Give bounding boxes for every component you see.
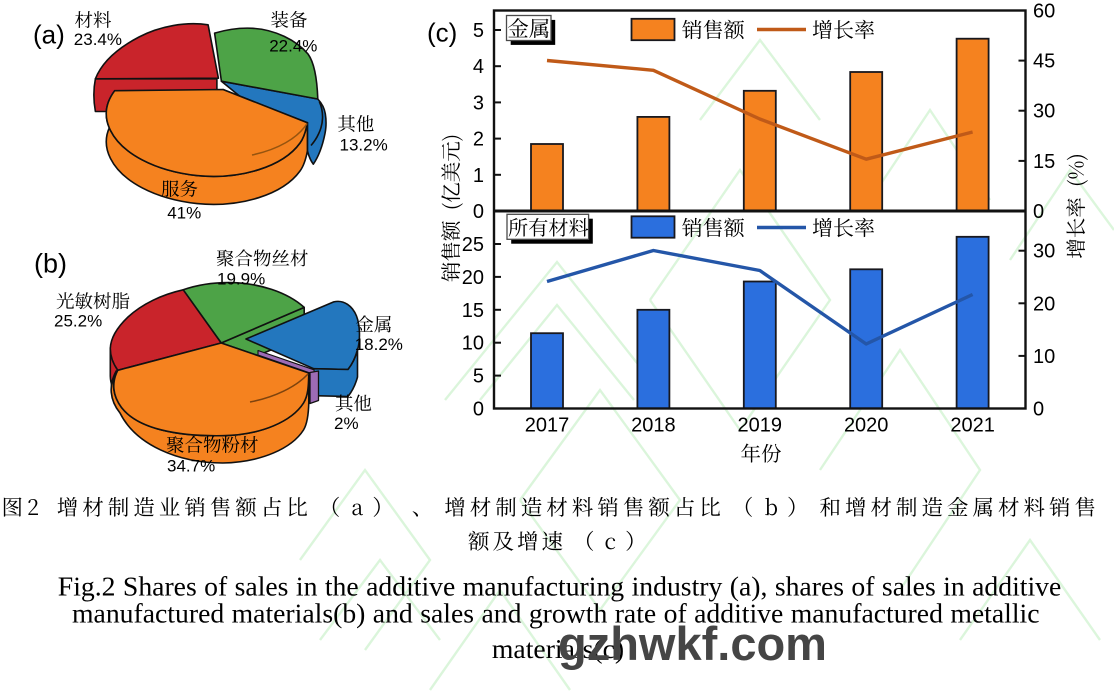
svg-text:19.9%: 19.9% <box>217 270 265 289</box>
svg-text:20: 20 <box>462 267 484 289</box>
svg-text:22.4%: 22.4% <box>269 37 317 56</box>
svg-text:60: 60 <box>1033 0 1055 22</box>
svg-text:2: 2 <box>473 129 484 151</box>
svg-text:0: 0 <box>473 399 484 421</box>
svg-text:41%: 41% <box>167 203 201 222</box>
svg-text:2018: 2018 <box>631 415 676 437</box>
svg-text:10: 10 <box>462 333 484 355</box>
svg-text:4: 4 <box>473 56 484 78</box>
svg-text:15: 15 <box>462 300 484 322</box>
svg-text:25.2%: 25.2% <box>54 312 102 331</box>
svg-text:2%: 2% <box>334 414 359 433</box>
svg-text:23.4%: 23.4% <box>74 30 122 49</box>
svg-text:30: 30 <box>1033 241 1055 263</box>
svg-text:manufactured materials(b) and: manufactured materials(b) and sales and … <box>72 598 1040 629</box>
svg-text:Fig.2 Shares of sales in the a: Fig.2 Shares of sales in the additive ma… <box>58 571 1062 602</box>
svg-text:2017: 2017 <box>525 415 570 437</box>
svg-text:0: 0 <box>1033 201 1044 223</box>
svg-text:13.2%: 13.2% <box>340 136 388 155</box>
svg-text:34.7%: 34.7% <box>167 457 215 476</box>
svg-text:3: 3 <box>473 92 484 114</box>
svg-text:gzhwkf.com: gzhwkf.com <box>558 617 827 670</box>
svg-text:18.2%: 18.2% <box>355 335 403 354</box>
svg-text:(b): (b) <box>34 249 67 279</box>
svg-text:25: 25 <box>462 234 484 256</box>
svg-text:10: 10 <box>1033 346 1055 368</box>
svg-text:2019: 2019 <box>738 415 783 437</box>
svg-text:2021: 2021 <box>950 415 995 437</box>
svg-text:30: 30 <box>1033 101 1055 123</box>
svg-text:0: 0 <box>473 201 484 223</box>
svg-text:5: 5 <box>473 366 484 388</box>
svg-text:materials(c): materials(c) <box>492 633 624 664</box>
svg-text:20: 20 <box>1033 293 1055 315</box>
svg-text:2020: 2020 <box>844 415 889 437</box>
svg-text:5: 5 <box>473 20 484 42</box>
svg-text:0: 0 <box>1033 399 1044 421</box>
svg-text:15: 15 <box>1033 151 1055 173</box>
svg-text:(a): (a) <box>33 20 65 50</box>
svg-text:(c): (c) <box>427 18 457 48</box>
svg-text:45: 45 <box>1033 51 1055 73</box>
svg-text:1: 1 <box>473 165 484 187</box>
